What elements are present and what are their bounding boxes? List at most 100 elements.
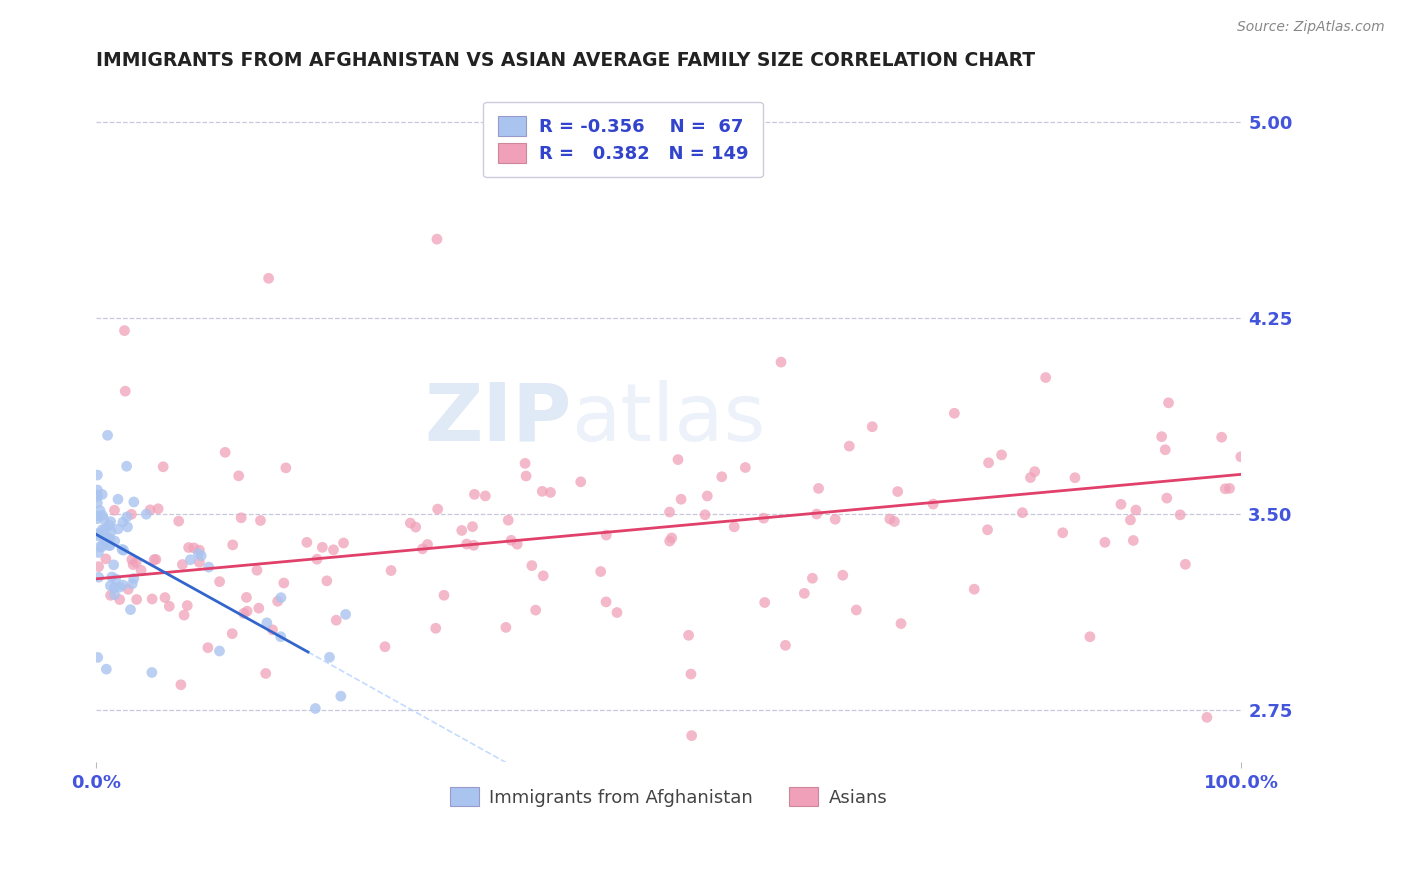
Point	[121, 576, 143, 591]
Point	[329, 689, 352, 703]
Point	[589, 565, 612, 579]
Text: atlas: atlas	[571, 380, 766, 458]
Point	[1024, 465, 1046, 479]
Point	[86, 511, 108, 525]
Point	[474, 489, 496, 503]
Point	[752, 511, 775, 525]
Point	[976, 523, 998, 537]
Point	[426, 502, 449, 516]
Point	[100, 588, 122, 602]
Point	[513, 456, 536, 470]
Point	[990, 448, 1012, 462]
Point	[94, 531, 117, 545]
Point	[270, 591, 292, 605]
Point	[235, 591, 257, 605]
Point	[661, 531, 683, 545]
Point	[91, 523, 114, 537]
Point	[1157, 396, 1180, 410]
Point	[496, 513, 519, 527]
Point	[117, 582, 139, 597]
Point	[515, 469, 537, 483]
Point	[91, 540, 114, 554]
Point	[332, 536, 354, 550]
Point	[86, 489, 108, 503]
Point	[506, 537, 529, 551]
Point	[188, 543, 211, 558]
Point	[256, 615, 278, 630]
Point	[963, 582, 986, 597]
Point	[101, 570, 124, 584]
Point	[231, 510, 253, 524]
Point	[249, 514, 271, 528]
Point	[197, 640, 219, 655]
Point	[121, 552, 143, 566]
Point	[1011, 506, 1033, 520]
Point	[1064, 471, 1087, 485]
Point	[125, 556, 148, 570]
Point	[1035, 370, 1057, 384]
Point	[456, 537, 478, 551]
Point	[148, 501, 170, 516]
Point	[723, 520, 745, 534]
Point	[125, 592, 148, 607]
Point	[100, 515, 122, 529]
Point	[114, 324, 136, 338]
Point	[1119, 513, 1142, 527]
Point	[246, 563, 269, 577]
Point	[86, 468, 108, 483]
Point	[315, 574, 337, 588]
Point	[157, 599, 180, 614]
Point	[890, 616, 912, 631]
Point	[693, 508, 716, 522]
Point	[254, 666, 277, 681]
Point	[87, 559, 110, 574]
Point	[1168, 508, 1191, 522]
Point	[115, 510, 138, 524]
Point	[86, 488, 108, 502]
Point	[305, 552, 328, 566]
Point	[658, 534, 681, 549]
Point	[463, 538, 485, 552]
Point	[222, 538, 245, 552]
Point	[97, 428, 120, 442]
Point	[1195, 710, 1218, 724]
Point	[374, 640, 396, 654]
Point	[922, 497, 945, 511]
Point	[115, 459, 138, 474]
Point	[135, 507, 157, 521]
Point	[274, 461, 297, 475]
Point	[232, 607, 254, 621]
Point	[450, 524, 472, 538]
Point	[103, 558, 125, 572]
Point	[141, 591, 163, 606]
Point	[141, 665, 163, 680]
Point	[111, 542, 134, 557]
Point	[208, 574, 231, 589]
Point	[94, 552, 117, 566]
Point	[91, 508, 114, 523]
Point	[524, 603, 547, 617]
Point	[1019, 470, 1042, 484]
Point	[87, 529, 110, 543]
Point	[96, 662, 118, 676]
Point	[247, 601, 270, 615]
Point	[117, 520, 139, 534]
Point	[94, 521, 117, 535]
Point	[111, 515, 134, 529]
Point	[754, 595, 776, 609]
Point	[886, 484, 908, 499]
Point	[335, 607, 357, 622]
Point	[520, 558, 543, 573]
Text: ZIP: ZIP	[425, 380, 571, 458]
Point	[270, 630, 292, 644]
Point	[380, 564, 402, 578]
Point	[172, 558, 194, 572]
Point	[1150, 430, 1173, 444]
Point	[322, 542, 344, 557]
Point	[114, 384, 136, 399]
Point	[461, 519, 484, 533]
Point	[1211, 430, 1233, 444]
Point	[325, 613, 347, 627]
Point	[89, 503, 111, 517]
Point	[86, 483, 108, 497]
